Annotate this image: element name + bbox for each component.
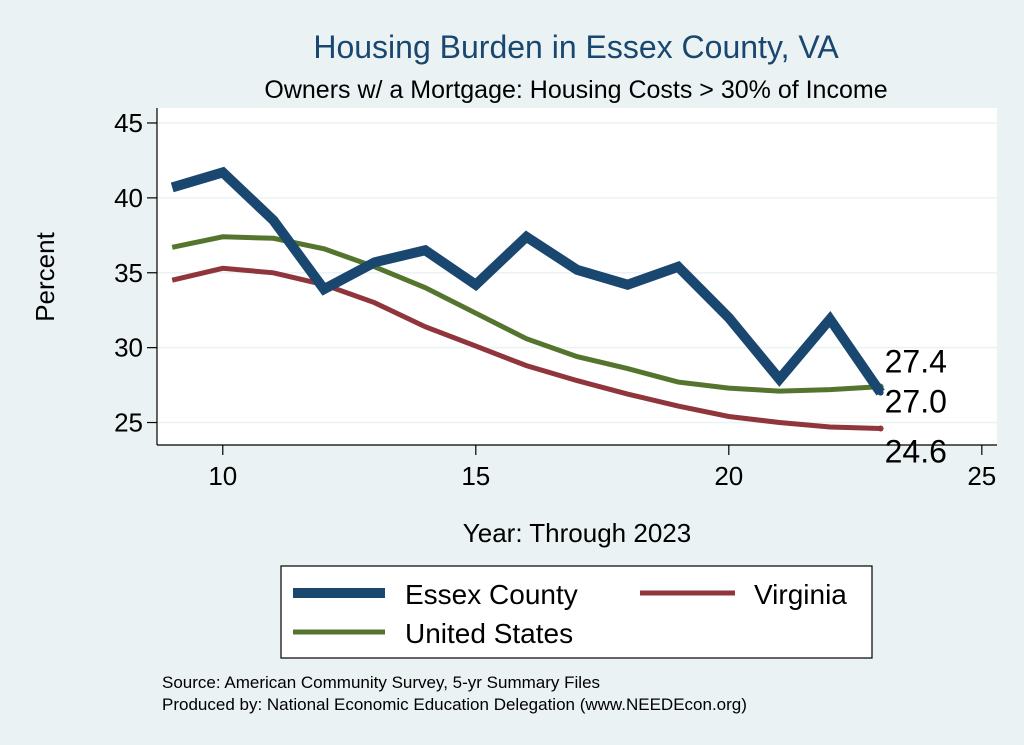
axes: 25 30 35 40 45 10 15 20 25 xyxy=(114,108,997,491)
y-tick-label: 30 xyxy=(114,333,143,363)
x-tick-label: 15 xyxy=(461,461,490,491)
end-label-united-states: 27.4 xyxy=(885,344,947,380)
chart-subtitle: Owners w/ a Mortgage: Housing Costs > 30… xyxy=(264,76,887,104)
legend-label-virginia: Virginia xyxy=(754,579,847,610)
y-tick-label: 35 xyxy=(114,258,143,288)
series-lines xyxy=(170,166,885,432)
legend: Essex County Virginia United States xyxy=(280,565,873,659)
x-tick-label: 20 xyxy=(714,461,743,491)
source-note: Source: American Community Survey, 5-yr … xyxy=(162,673,600,692)
chart-title: Housing Burden in Essex County, VA xyxy=(313,29,839,65)
series-line-virginia xyxy=(171,265,881,431)
x-tick-label: 25 xyxy=(967,461,996,491)
y-axis-title: Percent xyxy=(30,231,60,321)
series-end-point-essex-county xyxy=(877,389,884,396)
end-label-virginia: 24.6 xyxy=(885,434,947,470)
series-end-point-virginia xyxy=(877,425,884,432)
end-label-essex-county: 27.0 xyxy=(885,384,947,420)
produced-note: Produced by: National Economic Education… xyxy=(162,695,747,714)
legend-box xyxy=(280,565,873,659)
y-tick-label: 40 xyxy=(114,183,143,213)
legend-label-essex: Essex County xyxy=(405,579,578,610)
y-tick-label: 25 xyxy=(114,408,143,438)
end-labels: 27.0 24.6 27.4 xyxy=(885,344,947,470)
series-line-essex-county xyxy=(170,166,885,396)
x-axis-title: Year: Through 2023 xyxy=(463,518,691,548)
x-tick-label: 10 xyxy=(208,461,237,491)
legend-label-us: United States xyxy=(405,618,573,649)
y-tick-label: 45 xyxy=(114,108,143,138)
